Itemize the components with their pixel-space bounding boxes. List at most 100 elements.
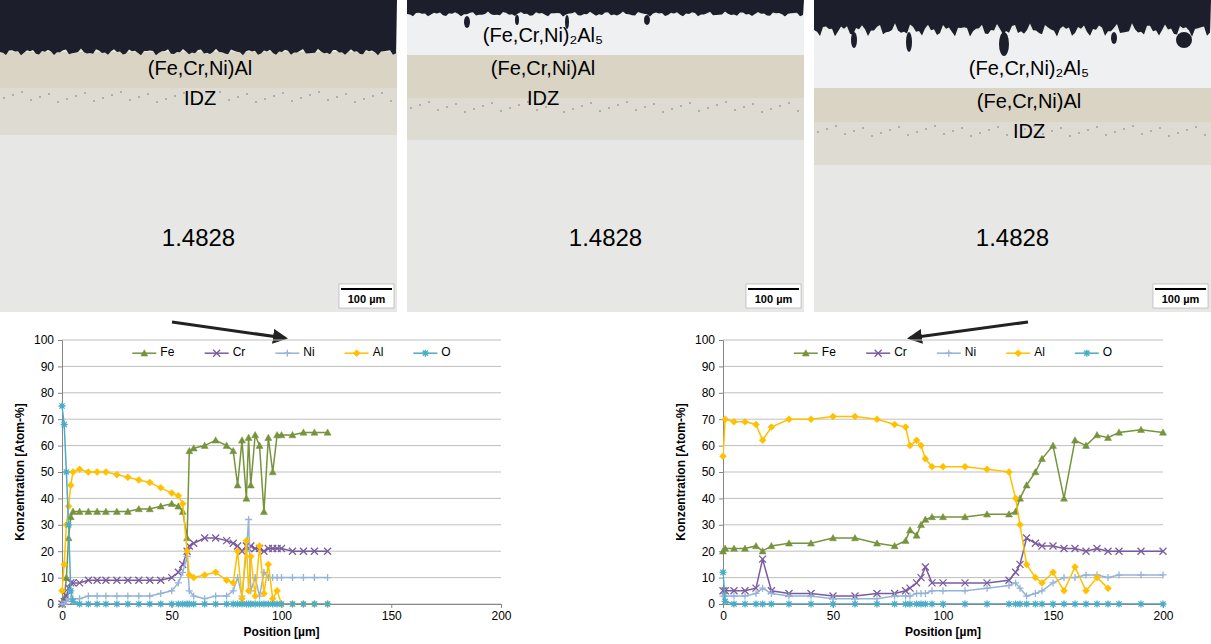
data-point <box>808 416 815 423</box>
data-point <box>102 593 109 600</box>
pore <box>1195 126 1197 128</box>
legend-item: Fe <box>794 345 836 359</box>
data-point <box>85 601 92 608</box>
tick: 50 <box>41 465 62 479</box>
scale-bar-box <box>1153 284 1208 308</box>
grid-line <box>62 445 501 446</box>
pore <box>862 127 864 129</box>
y-axis: 0102030405060708090100 <box>34 333 63 611</box>
layer-region <box>407 98 804 140</box>
tick: 40 <box>702 492 723 506</box>
data-point <box>742 418 749 425</box>
data-point <box>808 540 815 546</box>
resin-blob <box>644 15 650 25</box>
data-point <box>85 593 92 600</box>
data-point <box>201 535 208 542</box>
pore <box>21 91 23 93</box>
pore <box>898 126 900 128</box>
data-point <box>146 593 153 600</box>
data-point <box>201 601 208 608</box>
pore <box>1006 134 1008 136</box>
pore <box>228 99 230 101</box>
tick: 100 <box>695 333 723 347</box>
tick-label: 20 <box>702 545 716 559</box>
tick-label: 90 <box>702 360 716 374</box>
data-point <box>1105 574 1112 581</box>
data-point <box>742 601 749 608</box>
data-point <box>179 500 186 507</box>
data-point <box>124 601 131 608</box>
data-point <box>300 601 307 608</box>
data-point <box>124 474 131 481</box>
pore <box>75 95 77 97</box>
data-point <box>984 511 991 517</box>
data-point <box>300 601 307 608</box>
pore <box>752 103 754 105</box>
scale-bar-label: 100 µm <box>348 293 386 305</box>
data-point <box>146 505 153 511</box>
grid-line <box>723 498 1163 499</box>
pore <box>779 105 781 107</box>
pore <box>788 102 790 104</box>
tick-mark <box>719 366 723 367</box>
tick: 150 <box>1043 604 1063 623</box>
data-point <box>922 516 929 522</box>
tick: 60 <box>702 439 723 453</box>
pore <box>1096 126 1098 128</box>
data-point <box>1138 571 1145 578</box>
pore <box>165 98 167 100</box>
data-point <box>94 593 101 600</box>
data-point <box>962 601 969 608</box>
pore <box>689 102 691 104</box>
data-point <box>289 601 296 608</box>
pore <box>1123 128 1125 130</box>
pore <box>934 125 936 127</box>
data-point <box>278 432 285 438</box>
data-point <box>324 574 331 581</box>
data-point <box>786 540 793 546</box>
layer-region <box>0 52 397 88</box>
pore <box>1141 133 1143 135</box>
data-point <box>1072 437 1079 443</box>
x-axis: 050100150200 <box>59 604 512 623</box>
pore <box>111 94 113 96</box>
legend-label: Fe <box>822 345 836 359</box>
grid-line <box>723 366 1163 367</box>
data-point <box>311 601 318 608</box>
data-point <box>230 579 237 586</box>
tick-label: 10 <box>41 571 55 585</box>
data-point <box>260 590 267 597</box>
data-point <box>190 445 197 451</box>
data-point <box>1116 571 1123 578</box>
tick-mark <box>719 578 723 579</box>
resin-blob <box>906 32 912 52</box>
legend-item: Cr <box>205 345 246 359</box>
layer-label: IDZ <box>1013 120 1045 142</box>
pore <box>419 104 421 106</box>
pore <box>12 94 14 96</box>
pore <box>626 101 628 103</box>
data-point <box>720 569 727 576</box>
legend-swatch-marker <box>1083 350 1090 357</box>
legend-item: Ni <box>275 345 314 359</box>
resin-region <box>0 0 397 55</box>
data-point <box>786 601 793 608</box>
substrate-label: 1.4828 <box>162 224 235 251</box>
pore <box>1087 129 1089 131</box>
data-point <box>69 508 76 514</box>
data-point <box>768 424 775 431</box>
data-point <box>184 548 191 555</box>
data-point <box>731 601 738 608</box>
data-point <box>190 601 197 608</box>
tick: 0 <box>720 604 727 623</box>
tick: 30 <box>702 518 723 532</box>
data-point <box>1061 574 1068 581</box>
pore <box>844 133 846 135</box>
y-axis-title: Konzentration [Atom-%] <box>13 403 27 540</box>
data-point <box>157 503 164 509</box>
pore <box>734 109 736 111</box>
pore <box>264 98 266 100</box>
pore <box>1186 129 1188 131</box>
data-point <box>201 442 208 448</box>
legend-swatch-marker <box>875 350 882 357</box>
